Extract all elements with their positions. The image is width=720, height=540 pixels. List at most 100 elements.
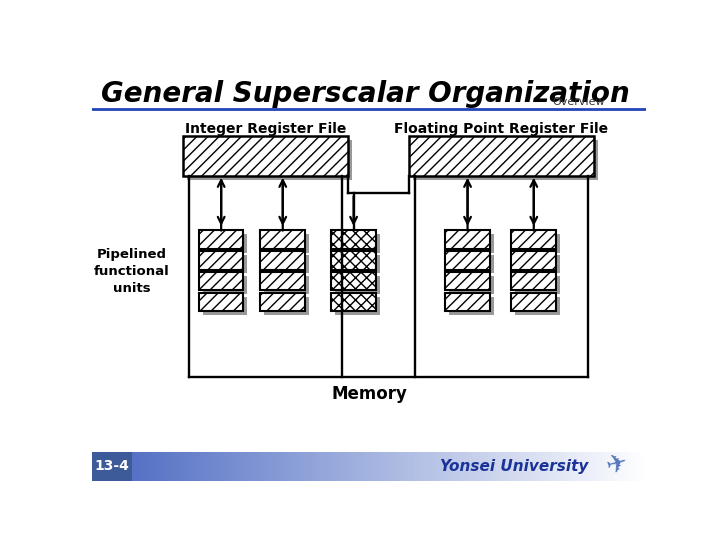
Bar <box>641 452 642 481</box>
Bar <box>193 452 194 481</box>
Bar <box>191 452 192 481</box>
Bar <box>427 452 428 481</box>
Bar <box>221 452 222 481</box>
Bar <box>338 452 339 481</box>
Bar <box>546 452 547 481</box>
Bar <box>202 452 203 481</box>
Bar <box>198 452 199 481</box>
Bar <box>625 452 626 481</box>
Bar <box>445 293 490 311</box>
Bar <box>445 251 490 269</box>
Bar <box>339 452 340 481</box>
Bar <box>310 452 311 481</box>
Bar <box>186 452 187 481</box>
Text: Memory: Memory <box>331 386 407 403</box>
Bar <box>239 452 240 481</box>
Bar <box>437 452 438 481</box>
Bar <box>160 452 161 481</box>
Bar <box>465 452 466 481</box>
Bar <box>404 452 405 481</box>
Bar <box>279 452 281 481</box>
Bar <box>182 452 183 481</box>
Bar <box>333 452 334 481</box>
Bar <box>566 452 567 481</box>
Bar <box>363 452 364 481</box>
Bar <box>556 452 557 481</box>
Bar <box>162 452 163 481</box>
Bar <box>367 452 368 481</box>
Bar <box>576 452 577 481</box>
Bar <box>449 452 450 481</box>
Bar <box>369 452 370 481</box>
Bar <box>431 452 432 481</box>
Bar <box>335 255 379 273</box>
Bar <box>468 452 469 481</box>
Bar <box>117 452 118 481</box>
Bar <box>291 452 292 481</box>
Bar <box>102 452 104 481</box>
Bar <box>539 452 540 481</box>
Bar <box>165 452 166 481</box>
Bar <box>477 452 478 481</box>
Bar <box>433 452 434 481</box>
Bar <box>341 452 342 481</box>
Bar <box>210 452 211 481</box>
Bar <box>255 452 256 481</box>
Bar <box>203 296 248 315</box>
Bar <box>485 452 486 481</box>
Bar <box>206 452 207 481</box>
Bar <box>560 452 561 481</box>
Bar <box>272 452 273 481</box>
Bar <box>416 452 417 481</box>
Bar <box>328 452 329 481</box>
Bar <box>460 452 461 481</box>
Bar <box>596 452 597 481</box>
Bar <box>134 452 135 481</box>
Bar <box>483 452 484 481</box>
Bar <box>549 452 550 481</box>
Bar <box>432 452 433 481</box>
Bar <box>365 452 366 481</box>
Bar <box>203 255 248 273</box>
Bar <box>205 452 206 481</box>
Bar <box>194 452 195 481</box>
Bar <box>631 452 632 481</box>
Bar <box>563 452 564 481</box>
Bar <box>281 452 282 481</box>
Bar <box>376 452 377 481</box>
Bar <box>284 452 285 481</box>
Bar <box>335 296 379 315</box>
Bar <box>186 140 352 180</box>
Bar <box>195 452 196 481</box>
Bar <box>521 452 522 481</box>
Bar <box>249 452 250 481</box>
Bar <box>178 452 179 481</box>
Bar <box>257 452 258 481</box>
Bar <box>425 452 426 481</box>
Bar <box>331 293 376 311</box>
Bar <box>157 452 158 481</box>
Bar <box>287 452 288 481</box>
Bar <box>244 452 245 481</box>
Bar <box>498 452 499 481</box>
Bar <box>127 452 128 481</box>
Bar <box>474 452 475 481</box>
Bar <box>514 452 515 481</box>
Bar <box>256 452 257 481</box>
Bar <box>344 452 345 481</box>
Bar <box>565 452 566 481</box>
Bar <box>258 452 259 481</box>
Bar <box>487 452 488 481</box>
Bar <box>208 452 209 481</box>
Bar <box>430 452 431 481</box>
Bar <box>537 452 538 481</box>
Bar <box>419 452 420 481</box>
Bar <box>300 452 301 481</box>
Bar <box>396 452 397 481</box>
Bar <box>515 452 516 481</box>
Bar <box>571 452 572 481</box>
Bar <box>374 452 375 481</box>
Bar <box>199 231 243 249</box>
Bar <box>429 452 430 481</box>
Bar <box>129 452 130 481</box>
